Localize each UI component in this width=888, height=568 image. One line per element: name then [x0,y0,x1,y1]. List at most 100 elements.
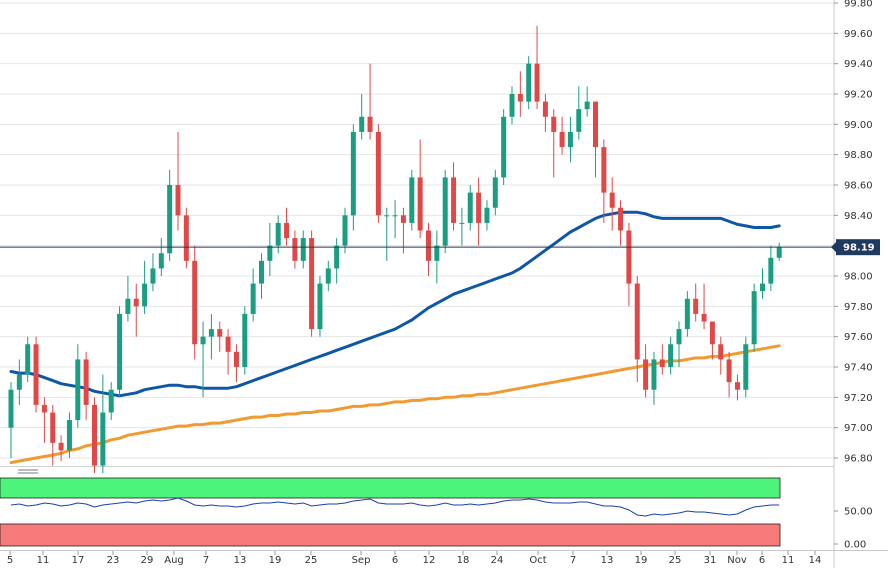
indicator-axis: 50.00 0.00 [834,507,873,551]
candle [92,397,97,474]
candle [576,86,582,140]
candle-body [92,404,97,466]
candle [451,162,457,231]
candle-body [300,238,306,261]
candle [668,336,674,375]
candle-body [384,215,390,217]
candle-body [250,283,256,314]
x-tick-label: 24 [491,555,504,566]
candle [559,116,565,155]
x-tick-label: 18 [457,555,470,566]
x-tick-label: 23 [107,555,120,566]
candle [584,86,590,117]
candle-body [526,63,532,102]
candle-body [426,230,431,261]
candle [309,230,315,337]
x-tick-label: 13 [234,555,247,566]
candle [150,253,156,292]
y-tick-label: 98.40 [844,211,873,222]
candle-body [350,131,356,216]
candle [734,374,740,401]
candle [108,382,114,421]
x-tick-label: 19 [635,555,648,566]
candle-body [643,359,649,390]
y-tick-label: 99.20 [844,90,873,101]
candle [618,200,624,246]
candle [375,124,381,223]
candle [16,359,22,405]
candle [175,131,181,231]
candle-body [534,63,540,102]
candle [66,412,72,458]
current-price-label: 98.19 [843,243,875,254]
candle [768,245,774,292]
ma-50-layer [9,210,781,398]
candle-body [359,116,365,132]
candle [75,344,81,428]
candle [242,306,248,375]
candle-body [768,257,774,284]
candle [233,344,239,383]
candle-body [167,185,173,254]
candle-body [634,283,640,360]
candle-body [309,238,315,330]
candle-body [551,116,557,132]
candle-body [459,222,465,224]
candle-body [33,344,39,405]
candle-body [284,222,290,239]
candle-body [751,291,757,345]
candle-body [192,260,198,345]
candle-body [133,298,139,307]
oversold-zone [0,523,781,547]
candle [225,329,231,375]
candle [426,222,431,276]
candle-body [492,177,498,208]
candle-body [618,207,624,231]
candle-body [233,351,239,367]
candle-body [292,238,298,261]
candle-body [509,94,515,117]
candle-body [593,101,598,148]
candle-body [542,101,548,117]
candle [359,94,365,140]
candle-body [325,268,331,284]
indicator-line [10,497,780,517]
x-tick-label: Nov [727,555,747,566]
candle [334,238,340,284]
candle-body [743,344,749,390]
candle-body [701,313,707,322]
candle [718,336,724,375]
candle [567,116,573,163]
candle [33,336,39,413]
candle [609,177,615,231]
candle-body [484,207,490,223]
candle [259,253,264,299]
candle [476,177,482,246]
candle-body [626,230,632,284]
ma-200-layer [9,344,781,465]
candle [200,321,206,398]
candle [384,207,390,261]
candle [117,306,123,398]
candle-body [108,389,114,413]
candle [83,351,89,421]
candle [208,313,214,360]
candle-body [760,283,765,292]
candle [776,242,782,261]
candle [300,230,306,269]
candle [100,374,106,474]
candle-body [451,177,457,223]
candles-layer [8,25,782,474]
candle-body [158,253,164,269]
candle-body [601,147,607,193]
y-tick-label: 97.60 [844,332,873,343]
x-tick-label: 25 [305,555,318,566]
candle [58,435,64,462]
scroll-handle[interactable] [18,469,38,474]
candle-body [567,131,573,148]
candle [676,321,682,367]
x-tick-label: 7 [203,555,209,566]
candle [292,230,298,269]
